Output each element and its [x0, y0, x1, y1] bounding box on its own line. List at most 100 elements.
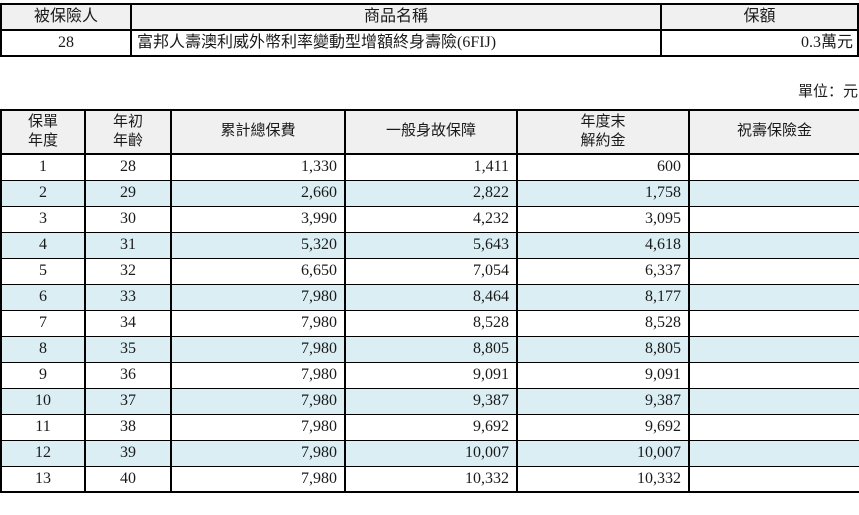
cell-age-start: 35 — [84, 335, 172, 363]
cell-death-benefit: 8,464 — [344, 283, 518, 311]
product-name-value: 富邦人壽澳利威外幣利率變動型增額終身壽險(6FIJ) — [130, 29, 662, 57]
cell-total-premium: 7,980 — [170, 283, 346, 311]
table-row: 4 31 5,320 5,643 4,618 — [0, 231, 859, 259]
cell-policy-year: 12 — [0, 439, 86, 467]
cell-total-premium: 7,980 — [170, 335, 346, 363]
cell-surrender-value: 8,805 — [516, 335, 690, 363]
cell-death-benefit: 10,332 — [344, 465, 518, 493]
cell-surrender-value: 8,177 — [516, 283, 690, 311]
cell-age-start: 38 — [84, 413, 172, 441]
cell-total-premium: 7,980 — [170, 361, 346, 389]
column-header-policy-year: 保單 年度 — [0, 109, 86, 155]
cell-longevity-benefit — [688, 179, 859, 207]
cell-policy-year: 8 — [0, 335, 86, 363]
cell-death-benefit: 1,411 — [344, 153, 518, 181]
cell-policy-year: 10 — [0, 387, 86, 415]
cell-surrender-value: 9,387 — [516, 387, 690, 415]
table-row: 3 30 3,990 4,232 3,095 — [0, 205, 859, 233]
cell-policy-year: 9 — [0, 361, 86, 389]
cell-policy-year: 13 — [0, 465, 86, 493]
table-row: 5 32 6,650 7,054 6,337 — [0, 257, 859, 285]
table-row: 6 33 7,980 8,464 8,177 — [0, 283, 859, 311]
table-row: 12 39 7,980 10,007 10,007 — [0, 439, 859, 467]
cell-total-premium: 7,980 — [170, 413, 346, 441]
cell-longevity-benefit — [688, 205, 859, 233]
cell-death-benefit: 5,643 — [344, 231, 518, 259]
cell-surrender-value: 10,332 — [516, 465, 690, 493]
table-row: 9 36 7,980 9,091 9,091 — [0, 361, 859, 389]
table-row: 8 35 7,980 8,805 8,805 — [0, 335, 859, 363]
coverage-value: 0.3萬元 — [660, 29, 859, 57]
coverage-header: 保額 — [660, 3, 859, 31]
cell-surrender-value: 9,091 — [516, 361, 690, 389]
table-row: 2 29 2,660 2,822 1,758 — [0, 179, 859, 207]
cell-total-premium: 7,980 — [170, 309, 346, 337]
cell-death-benefit: 7,054 — [344, 257, 518, 285]
cell-longevity-benefit — [688, 257, 859, 285]
table-row: 10 37 7,980 9,387 9,387 — [0, 387, 859, 415]
cell-age-start: 40 — [84, 465, 172, 493]
table-row: 1 28 1,330 1,411 600 — [0, 153, 859, 181]
cell-age-start: 28 — [84, 153, 172, 181]
cell-longevity-benefit — [688, 387, 859, 415]
cell-policy-year: 4 — [0, 231, 86, 259]
table-row: 11 38 7,980 9,692 9,692 — [0, 413, 859, 441]
cell-longevity-benefit — [688, 231, 859, 259]
cell-policy-year: 5 — [0, 257, 86, 285]
cell-surrender-value: 8,528 — [516, 309, 690, 337]
cell-surrender-value: 6,337 — [516, 257, 690, 285]
cell-death-benefit: 2,822 — [344, 179, 518, 207]
benefit-table-header-row: 保單 年度 年初 年齡 累計總保費 一般身故保障 年度末 解約金 祝壽保險金 — [0, 109, 859, 155]
benefit-table: 保單 年度 年初 年齡 累計總保費 一般身故保障 年度末 解約金 祝壽保險金 1 28 1,3… — [0, 109, 859, 493]
cell-total-premium: 5,320 — [170, 231, 346, 259]
cell-longevity-benefit — [688, 465, 859, 493]
cell-age-start: 37 — [84, 387, 172, 415]
cell-total-premium: 3,990 — [170, 205, 346, 233]
cell-total-premium: 7,980 — [170, 465, 346, 493]
cell-death-benefit: 8,528 — [344, 309, 518, 337]
cell-surrender-value: 1,758 — [516, 179, 690, 207]
cell-surrender-value: 4,618 — [516, 231, 690, 259]
benefit-table-head: 保單 年度 年初 年齡 累計總保費 一般身故保障 年度末 解約金 祝壽保險金 — [0, 109, 859, 155]
cell-age-start: 36 — [84, 361, 172, 389]
insured-value: 28 — [0, 29, 132, 57]
cell-death-benefit: 9,692 — [344, 413, 518, 441]
cell-age-start: 39 — [84, 439, 172, 467]
cell-death-benefit: 10,007 — [344, 439, 518, 467]
cell-longevity-benefit — [688, 413, 859, 441]
cell-death-benefit: 4,232 — [344, 205, 518, 233]
cell-policy-year: 1 — [0, 153, 86, 181]
column-header-total-premium: 累計總保費 — [170, 109, 346, 155]
policy-info-header-row: 被保險人 商品名稱 保額 — [0, 3, 859, 31]
cell-policy-year: 3 — [0, 205, 86, 233]
cell-longevity-benefit — [688, 153, 859, 181]
cell-age-start: 33 — [84, 283, 172, 311]
cell-age-start: 30 — [84, 205, 172, 233]
unit-label: 單位：元 — [797, 84, 858, 100]
cell-policy-year: 6 — [0, 283, 86, 311]
cell-age-start: 34 — [84, 309, 172, 337]
column-header-death-benefit: 一般身故保障 — [344, 109, 518, 155]
cell-death-benefit: 9,091 — [344, 361, 518, 389]
cell-total-premium: 6,650 — [170, 257, 346, 285]
cell-total-premium: 7,980 — [170, 387, 346, 415]
benefit-table-body: 1 28 1,330 1,411 600 2 29 2,660 2,822 1,758 3 30 3,9… — [0, 153, 859, 493]
table-row: 13 40 7,980 10,332 10,332 — [0, 465, 859, 493]
table-row: 7 34 7,980 8,528 8,528 — [0, 309, 859, 337]
cell-age-start: 29 — [84, 179, 172, 207]
policy-info-table: 被保險人 商品名稱 保額 28 富邦人壽澳利威外幣利率變動型增額終身壽險(6FI… — [0, 3, 859, 57]
cell-death-benefit: 8,805 — [344, 335, 518, 363]
cell-surrender-value: 9,692 — [516, 413, 690, 441]
product-name-header: 商品名稱 — [130, 3, 662, 31]
cell-policy-year: 11 — [0, 413, 86, 441]
column-header-surrender-value: 年度末 解約金 — [516, 109, 690, 155]
cell-policy-year: 2 — [0, 179, 86, 207]
cell-total-premium: 7,980 — [170, 439, 346, 467]
cell-longevity-benefit — [688, 335, 859, 363]
cell-age-start: 31 — [84, 231, 172, 259]
cell-surrender-value: 600 — [516, 153, 690, 181]
insured-header: 被保險人 — [0, 3, 132, 31]
cell-death-benefit: 9,387 — [344, 387, 518, 415]
policy-info-value-row: 28 富邦人壽澳利威外幣利率變動型增額終身壽險(6FIJ) 0.3萬元 — [0, 29, 859, 57]
cell-longevity-benefit — [688, 361, 859, 389]
